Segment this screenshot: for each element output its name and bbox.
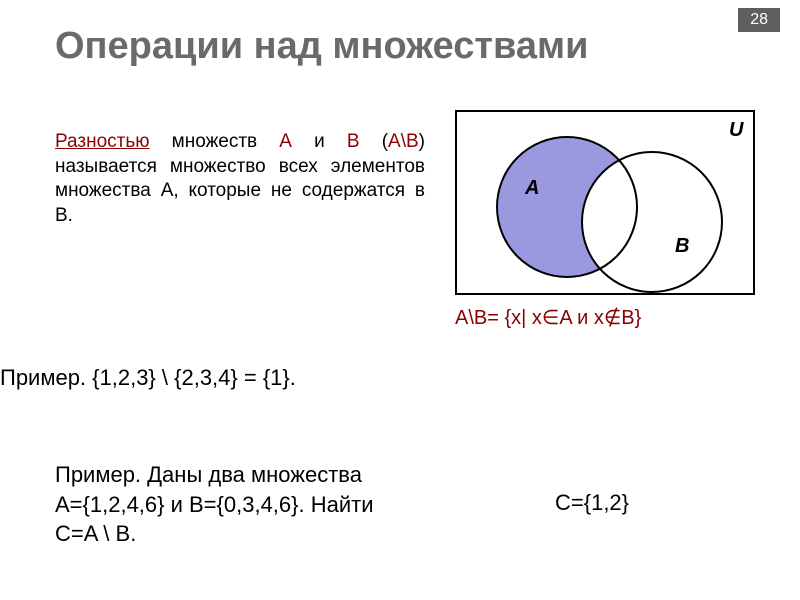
def-part2: и: [292, 131, 347, 152]
set-b: В: [347, 131, 360, 152]
page-number: 28: [738, 8, 780, 32]
circle-b-label: B: [675, 235, 689, 257]
term: Разностью: [55, 131, 150, 152]
venn-svg: U A B: [457, 112, 753, 293]
set-a: А: [279, 131, 292, 152]
definition-text: Разностью множеств А и В (А\В) называетс…: [55, 130, 425, 229]
slide-title: Операции над множествами: [55, 25, 588, 69]
universe-label: U: [729, 119, 744, 141]
example2-line2: A={1,2,4,6} и B={0,3,4,6}. Найти: [55, 490, 374, 520]
notation: А\В: [388, 131, 419, 152]
def-part3: (: [360, 131, 388, 152]
set-difference-formula: A\B= {x| x∈A и x∉B}: [455, 305, 641, 330]
venn-diagram: U A B: [455, 110, 755, 295]
example2-line3: C=A \ B.: [55, 519, 374, 549]
example2-line1: Пример. Даны два множества: [55, 460, 374, 490]
circle-a-label: A: [524, 177, 539, 199]
example-1: Пример. {1,2,3} \ {2,3,4} = {1}.: [0, 365, 296, 391]
example-2: Пример. Даны два множества A={1,2,4,6} и…: [55, 460, 374, 549]
def-part1: множеств: [150, 131, 280, 152]
example-2-answer: C={1,2}: [555, 490, 629, 516]
